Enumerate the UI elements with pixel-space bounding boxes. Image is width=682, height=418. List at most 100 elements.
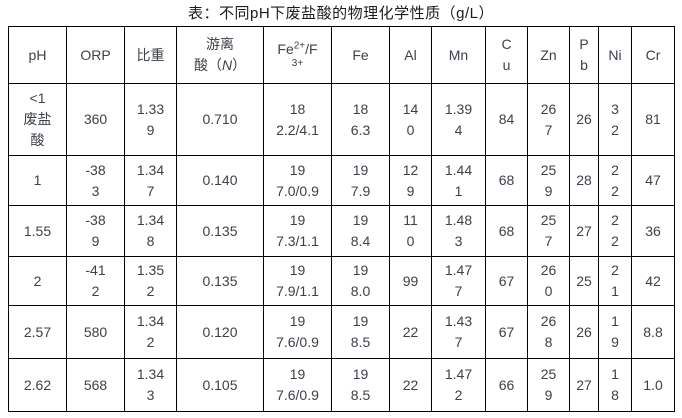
table-cell: 25 9: [527, 155, 570, 206]
col-header-orp: ORP: [66, 26, 125, 84]
fe-ratio-sup1: 2+: [293, 40, 306, 52]
table-cell: 25: [569, 256, 599, 306]
table-cell: 2.57: [8, 305, 67, 359]
table-row: 2.57 580 1.34 2 0.120 19 7.6/0.9 19 8.5 22 1.43…: [8, 305, 675, 359]
table-cell: 0.135: [176, 256, 264, 306]
table-cell: 1.34 7: [124, 155, 177, 206]
col-header-ph: pH: [8, 26, 67, 84]
table-cell: 1.34 8: [124, 205, 177, 257]
table-cell: 8.8: [631, 305, 675, 359]
table-cell: 1.34 2: [124, 305, 177, 359]
table-cell: 360: [66, 83, 125, 156]
table-cell: 25 9: [527, 358, 570, 412]
col-header-cr: Cr: [631, 26, 675, 84]
table-row: 1 -38 3 1.34 7 0.140 19 7.0/0.9 19 7.9 12 9 1.4…: [8, 155, 675, 206]
table-cell: 1.43 7: [431, 305, 486, 359]
table-row: 2 -41 2 1.35 2 0.135 19 7.9/1.1 19 8.0 99 1.47 …: [8, 256, 675, 306]
table-body: <1 废盐 酸 360 1.33 9 0.710 18 2.2/4.1 18 6.3 14 …: [8, 83, 675, 412]
table-cell: 3 2: [598, 83, 632, 156]
col-header-zn: Zn: [527, 26, 570, 84]
table-row: 1.55 -38 9 1.34 8 0.135 19 7.3/1.1 19 8.4 11 0…: [8, 205, 675, 257]
table-cell: 1 9: [598, 305, 632, 359]
table-cell: 22: [389, 305, 432, 359]
table-cell: 0.105: [176, 358, 264, 412]
table-cell: 27: [569, 205, 599, 257]
table-cell: 22: [389, 358, 432, 412]
table-title: 表：不同pH下废盐酸的物理化学性质（g/L）: [187, 5, 495, 22]
table-cell: 2 2: [598, 155, 632, 206]
header-row: pH ORP 比重 游离 酸（N） Fe2+/F 3+ Fe Al Mn C u Z…: [8, 26, 675, 84]
table-cell: 18 2.2/4.1: [263, 83, 332, 156]
table-cell: 26: [569, 305, 599, 359]
col-header-al: Al: [389, 26, 432, 84]
table-cell: 0.710: [176, 83, 264, 156]
table-cell: 0.120: [176, 305, 264, 359]
table-cell: 1: [8, 155, 67, 206]
table-row: 2.62 568 1.34 3 0.105 19 7.6/0.9 19 8.5 22 1.47…: [8, 358, 675, 412]
col-header-fe: Fe: [331, 26, 390, 84]
col-header-fe-ratio: Fe2+/F 3+: [263, 26, 332, 84]
fe-ratio-base: Fe: [277, 41, 294, 57]
table-cell: 1.35 2: [124, 256, 177, 306]
col-header-mn: Mn: [431, 26, 486, 84]
table-cell: 12 9: [389, 155, 432, 206]
table-cell: 27: [569, 358, 599, 412]
table-cell: 1.47 7: [431, 256, 486, 306]
table-cell: 99: [389, 256, 432, 306]
table-cell: 19 8.0: [331, 256, 390, 306]
table-cell: 81: [631, 83, 675, 156]
table-cell: <1 废盐 酸: [8, 83, 67, 156]
col-header-free-acid: 游离酸（N）: [176, 26, 264, 84]
table-cell: -41 2: [66, 256, 125, 306]
free-acid-n-symbol: N: [221, 57, 233, 73]
table-cell: 1.33 9: [124, 83, 177, 156]
table-cell: 0.135: [176, 205, 264, 257]
table-cell: 14 0: [389, 83, 432, 156]
table-header: pH ORP 比重 游离 酸（N） Fe2+/F 3+ Fe Al Mn C u Z…: [8, 26, 675, 84]
table-cell: 26 0: [527, 256, 570, 306]
table-cell: 68: [485, 155, 528, 206]
table-cell: 19 8.5: [331, 358, 390, 412]
table-cell: 580: [66, 305, 125, 359]
table-cell: 66: [485, 358, 528, 412]
table-cell: 1.44 1: [431, 155, 486, 206]
col-header-specific-gravity: 比重: [124, 26, 177, 84]
table-cell: 18 6.3: [331, 83, 390, 156]
table-cell: 25 7: [527, 205, 570, 257]
table-cell: 67: [485, 256, 528, 306]
table-cell: 47: [631, 155, 675, 206]
table-cell: 26: [569, 83, 599, 156]
col-header-pb: P b: [569, 26, 599, 84]
table-cell: 1.39 4: [431, 83, 486, 156]
table-cell: 11 0: [389, 205, 432, 257]
table-cell: 19 8.4: [331, 205, 390, 257]
table-cell: 2.62: [8, 358, 67, 412]
table-cell: 19 8.5: [331, 305, 390, 359]
properties-table: pH ORP 比重 游离 酸（N） Fe2+/F 3+ Fe Al Mn C u Z…: [8, 26, 675, 412]
table-cell: 1.0: [631, 358, 675, 412]
table-cell: 26 8: [527, 305, 570, 359]
table-cell: 2: [8, 256, 67, 306]
table-cell: 42: [631, 256, 675, 306]
free-acid-line1: 游离: [206, 36, 234, 52]
table-cell: 2 2: [598, 205, 632, 257]
table-cell: 1.47 2: [431, 358, 486, 412]
table-row: <1 废盐 酸 360 1.33 9 0.710 18 2.2/4.1 18 6.3 14 …: [8, 83, 675, 156]
table-cell: 67: [485, 305, 528, 359]
col-header-ni: Ni: [598, 26, 632, 84]
table-cell: 19 7.9/1.1: [263, 256, 332, 306]
table-cell: 1.48 3: [431, 205, 486, 257]
table-cell: 2 1: [598, 256, 632, 306]
table-cell: -38 3: [66, 155, 125, 206]
fe-ratio-sup2: 3+: [291, 58, 304, 69]
fe-ratio-mid: /F: [305, 41, 318, 57]
table-cell: -38 9: [66, 205, 125, 257]
table-cell: 28: [569, 155, 599, 206]
table-cell: 19 7.9: [331, 155, 390, 206]
table-cell: 1.55: [8, 205, 67, 257]
table-cell: 1 8: [598, 358, 632, 412]
free-acid-line2: 酸（N）: [193, 57, 247, 73]
col-header-cu: C u: [485, 26, 528, 84]
table-cell: 26 7: [527, 83, 570, 156]
